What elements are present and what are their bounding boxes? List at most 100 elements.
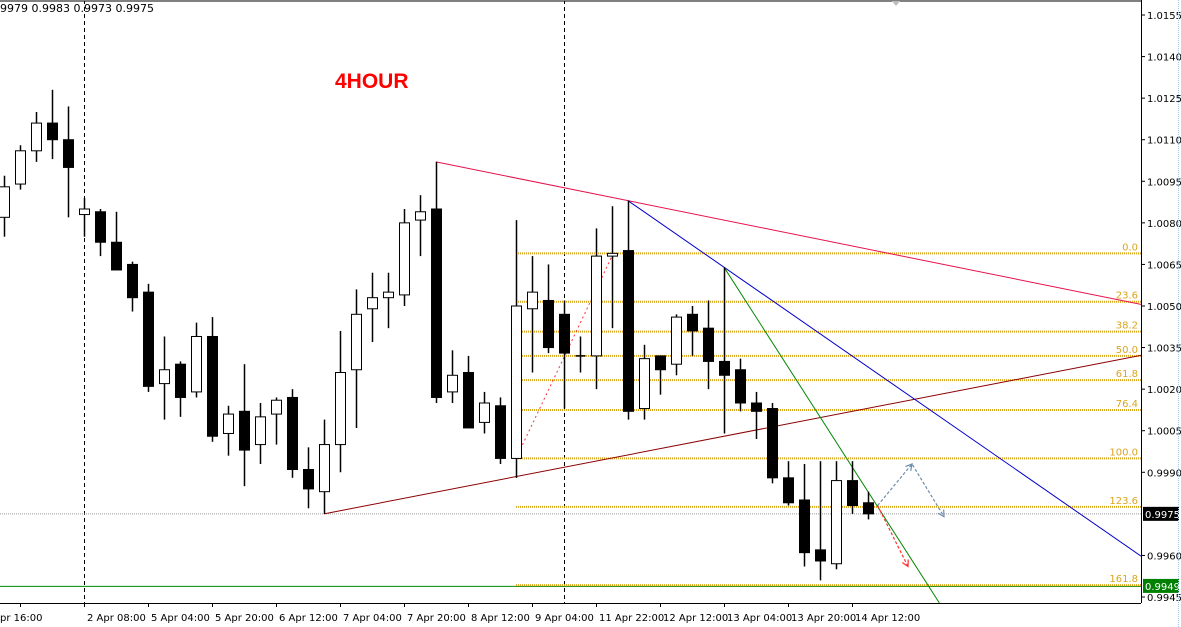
candle-body-bull (607, 252, 618, 257)
candle (319, 419, 330, 514)
timeframe-label: 4HOUR (335, 70, 409, 93)
price-tick-label: 1.0035 (1147, 344, 1181, 355)
time-tick-label: 7 Apr 04:00 (343, 613, 402, 624)
time-tick-label: 11 Apr 22:00 (599, 613, 664, 624)
shift-marker-icon (892, 1, 900, 6)
fib-level-label: 61.8 (1116, 369, 1138, 380)
candle-body-bear (687, 313, 698, 332)
candle-body-bear (431, 208, 442, 398)
candle-body-bear (127, 263, 138, 299)
candle (767, 402, 778, 484)
price-tick-label: 0.9945 (1147, 593, 1181, 604)
candle-body-bull (271, 399, 282, 415)
candle-body-bear (143, 291, 154, 387)
candle-body-bear (175, 363, 186, 398)
candle-body-bull (671, 316, 682, 365)
candle (639, 344, 650, 420)
time-tick-label: 6 Apr 12:00 (279, 613, 338, 624)
candle-body-bull (79, 208, 90, 216)
candle-body-bear (799, 499, 810, 554)
candle (367, 272, 378, 343)
fib-level-label: 76.4 (1116, 399, 1138, 410)
candle-body-bear (495, 405, 506, 459)
price-tick-label: 0.9990 (1147, 468, 1181, 479)
fib-level-label: 100.0 (1109, 447, 1138, 458)
candle (239, 364, 250, 487)
candle-body-bull (511, 305, 522, 459)
candle (543, 264, 554, 354)
bid-price-label-bg (1143, 506, 1179, 521)
time-tick-label: 7 Apr 20:00 (407, 613, 466, 624)
candle-body-bull (415, 211, 426, 221)
candle-body-bear (303, 469, 314, 490)
price-tick-label: 1.0005 (1147, 427, 1181, 438)
candle-body-bear (783, 477, 794, 504)
candle-body-bull (479, 402, 490, 423)
time-tick-label: 12 Apr 12:00 (663, 613, 728, 624)
candle-body-bear (559, 313, 570, 354)
candle (287, 389, 298, 478)
candle-body-bear (623, 250, 634, 412)
candle (607, 206, 618, 329)
time-tick-label: 13 Apr 20:00 (791, 613, 856, 624)
candle-body-bear (703, 327, 714, 362)
candle (847, 461, 858, 514)
candle (495, 397, 506, 464)
candle (831, 461, 842, 570)
candle (687, 305, 698, 356)
candle (351, 289, 362, 428)
time-tick-label: pr 16:00 (0, 613, 42, 624)
price-tick-label: 1.0140 (1147, 53, 1181, 64)
candle (415, 195, 426, 257)
support-price-label-bg (1143, 578, 1179, 593)
support-price-label: 0.9949 (1145, 582, 1180, 593)
candle-body-bear (63, 139, 74, 168)
price-tick-label: 1.0020 (1147, 385, 1181, 396)
time-tick-label: 13 Apr 04:00 (727, 613, 792, 624)
candle (0, 175, 10, 237)
candle-body-bear (463, 372, 474, 429)
price-tick-label: 1.0080 (1147, 219, 1181, 230)
candle-body-bear (95, 211, 106, 243)
candle (479, 391, 490, 434)
candle-body-bull (527, 291, 538, 310)
candle (303, 447, 314, 509)
candle (191, 322, 202, 398)
candle (95, 208, 106, 257)
price-tick-label: 1.0155 (1147, 11, 1181, 22)
candle (447, 350, 458, 403)
candle (223, 405, 234, 456)
candle-body-bull (191, 335, 202, 393)
fib-level-label: 123.6 (1109, 496, 1138, 507)
candle (751, 391, 762, 440)
candle (143, 283, 154, 392)
candle (735, 358, 746, 412)
fib-level-label: 38.2 (1116, 321, 1138, 332)
candle (463, 355, 474, 429)
candle-body-bull (319, 444, 330, 493)
candle (175, 361, 186, 417)
projection-path (877, 462, 945, 517)
candle (399, 208, 410, 306)
ohlc-readout: 9979 0.9983 0.9973 0.9975 (0, 2, 154, 15)
candle (719, 267, 730, 434)
fib-level-label: 23.6 (1116, 291, 1138, 302)
candle (623, 200, 634, 420)
candle (431, 161, 442, 403)
candle-body-bear (207, 335, 218, 437)
candle (79, 197, 90, 237)
candle-body-bear (815, 549, 826, 562)
candle-body-bear (655, 355, 666, 371)
candle-body-bull (335, 372, 346, 446)
candle (255, 402, 266, 464)
candle-body-bull (223, 413, 234, 434)
candle (127, 261, 138, 312)
candle-body-bull (255, 416, 266, 446)
trendline (627, 200, 1141, 557)
candle (15, 145, 26, 190)
candle (63, 106, 74, 218)
candle-body-bear (543, 299, 554, 349)
plot-area: 0.0 23.6 38.2 50.0 61.8 76.4 100.0 123.6 161.8 (0, 1, 1141, 603)
time-tick-label: 8 Apr 12:00 (471, 613, 530, 624)
